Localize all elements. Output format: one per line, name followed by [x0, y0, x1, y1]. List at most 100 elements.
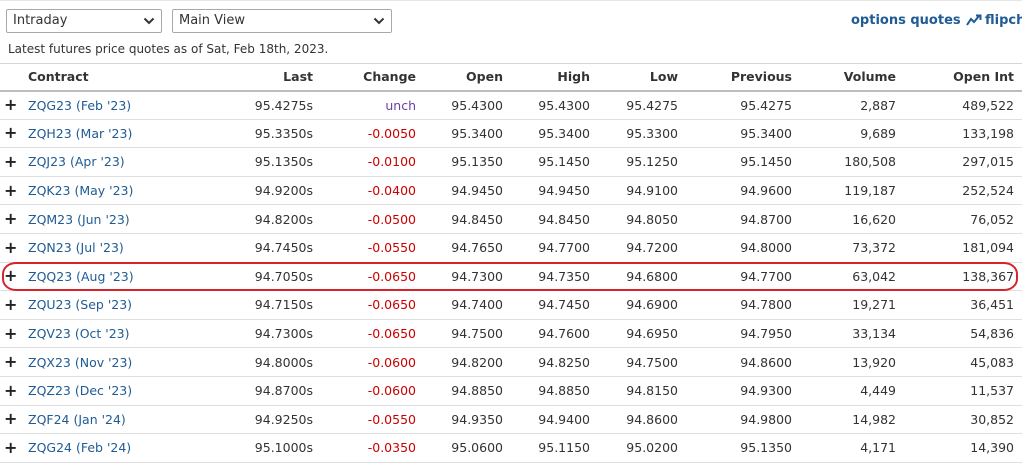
- expand-row-button[interactable]: +: [0, 290, 26, 320]
- cell-previous: 94.7800: [686, 290, 800, 320]
- contract-link[interactable]: ZQN23 (Jul '23): [26, 233, 206, 263]
- cell-open-int: 36,451: [904, 290, 1022, 320]
- cell-last: 94.7450s: [206, 233, 321, 263]
- flipcharts-label: flipch: [985, 13, 1022, 28]
- cell-low: 94.8600: [598, 405, 686, 435]
- table-row: + ZQH23 (Mar '23) 95.3350s -0.0050 95.3400 95…: [0, 119, 1022, 149]
- expand-row-button[interactable]: +: [0, 376, 26, 406]
- cell-volume: 4,449: [800, 376, 904, 406]
- cell-change: -0.0650: [321, 290, 424, 320]
- contract-link[interactable]: ZQM23 (Jun '23): [26, 204, 206, 234]
- cell-open: 95.4300: [424, 90, 511, 120]
- flipcharts-link[interactable]: flipch: [966, 13, 1022, 28]
- cell-volume: 73,372: [800, 233, 904, 263]
- contract-link[interactable]: ZQQ23 (Aug '23): [26, 262, 206, 292]
- cell-previous: 94.7950: [686, 319, 800, 349]
- cell-last: 95.1000s: [206, 433, 321, 463]
- contract-link[interactable]: ZQF24 (Jan '24): [26, 405, 206, 435]
- plus-icon: +: [4, 409, 18, 429]
- cell-open: 94.8200: [424, 347, 511, 377]
- cell-change: -0.0550: [321, 405, 424, 435]
- plus-icon: +: [4, 266, 18, 286]
- cell-high: 94.8250: [511, 347, 598, 377]
- contract-link[interactable]: ZQH23 (Mar '23): [26, 119, 206, 149]
- cell-change: -0.0050: [321, 119, 424, 149]
- expand-row-button[interactable]: +: [0, 147, 26, 177]
- cell-open: 94.7400: [424, 290, 511, 320]
- column-header-open[interactable]: Open: [424, 63, 511, 92]
- column-header-contract[interactable]: Contract: [26, 63, 206, 92]
- cell-open-int: 297,015: [904, 147, 1022, 177]
- cell-high: 95.4300: [511, 90, 598, 120]
- contract-link[interactable]: ZQZ23 (Dec '23): [26, 376, 206, 406]
- cell-last: 95.1350s: [206, 147, 321, 177]
- cell-open: 94.8450: [424, 204, 511, 234]
- cell-low: 95.3300: [598, 119, 686, 149]
- expand-row-button[interactable]: +: [0, 90, 26, 120]
- column-header-open-int[interactable]: Open Int: [904, 63, 1022, 92]
- cell-low: 95.1250: [598, 147, 686, 177]
- plus-icon: +: [4, 95, 18, 115]
- cell-change: -0.0600: [321, 347, 424, 377]
- table-row: + ZQQ23 (Aug '23) 94.7050s -0.0650 94.7300 94…: [0, 262, 1022, 292]
- contract-link[interactable]: ZQG23 (Feb '23): [26, 90, 206, 120]
- column-header-high[interactable]: High: [511, 63, 598, 92]
- cell-change: -0.0400: [321, 176, 424, 206]
- cell-previous: 95.1450: [686, 147, 800, 177]
- cell-high: 94.7450: [511, 290, 598, 320]
- cell-low: 94.6950: [598, 319, 686, 349]
- expand-row-button[interactable]: +: [0, 319, 26, 349]
- contract-link[interactable]: ZQV23 (Oct '23): [26, 319, 206, 349]
- as-of-text: Latest futures price quotes as of Sat, F…: [8, 42, 329, 56]
- chevron-down-icon: [143, 17, 155, 25]
- table-row: + ZQF24 (Jan '24) 94.9250s -0.0550 94.9350 94…: [0, 405, 1022, 435]
- table-row: + ZQV23 (Oct '23) 94.7300s -0.0650 94.7500 94…: [0, 319, 1022, 349]
- cell-previous: 94.7700: [686, 262, 800, 292]
- cell-previous: 95.4275: [686, 90, 800, 120]
- contract-link[interactable]: ZQK23 (May '23): [26, 176, 206, 206]
- expand-row-button[interactable]: +: [0, 119, 26, 149]
- view-select[interactable]: Main View: [172, 9, 392, 33]
- cell-volume: 63,042: [800, 262, 904, 292]
- table-row: + ZQU23 (Sep '23) 94.7150s -0.0650 94.7400 94…: [0, 290, 1022, 320]
- expand-row-button[interactable]: +: [0, 433, 26, 463]
- cell-previous: 95.1350: [686, 433, 800, 463]
- period-select[interactable]: Intraday: [6, 9, 162, 33]
- expand-row-button[interactable]: +: [0, 262, 26, 292]
- plus-icon: +: [4, 437, 18, 457]
- expand-row-button[interactable]: +: [0, 176, 26, 206]
- cell-high: 95.1450: [511, 147, 598, 177]
- column-header-change[interactable]: Change: [321, 63, 424, 92]
- expand-row-button[interactable]: +: [0, 233, 26, 263]
- cell-high: 95.3400: [511, 119, 598, 149]
- table-row: + ZQN23 (Jul '23) 94.7450s -0.0550 94.7650 94…: [0, 233, 1022, 263]
- contract-link[interactable]: ZQU23 (Sep '23): [26, 290, 206, 320]
- cell-low: 94.9100: [598, 176, 686, 206]
- toolbar: Intraday Main View options quotes flipch…: [0, 0, 1022, 63]
- contract-link[interactable]: ZQX23 (Nov '23): [26, 347, 206, 377]
- column-header-last[interactable]: Last: [206, 63, 321, 92]
- expand-row-button[interactable]: +: [0, 204, 26, 234]
- cell-open-int: 252,524: [904, 176, 1022, 206]
- expand-row-button[interactable]: +: [0, 347, 26, 377]
- options-quotes-link[interactable]: options quotes: [851, 13, 961, 28]
- cell-open: 95.1350: [424, 147, 511, 177]
- column-header-previous[interactable]: Previous: [686, 63, 800, 92]
- plus-icon: +: [4, 180, 18, 200]
- contract-link[interactable]: ZQG24 (Feb '24): [26, 433, 206, 463]
- cell-low: 95.0200: [598, 433, 686, 463]
- cell-high: 94.9450: [511, 176, 598, 206]
- table-row: + ZQM23 (Jun '23) 94.8200s -0.0500 94.8450 94…: [0, 204, 1022, 234]
- cell-last: 94.7300s: [206, 319, 321, 349]
- plus-icon: +: [4, 380, 18, 400]
- cell-volume: 19,271: [800, 290, 904, 320]
- column-header-volume[interactable]: Volume: [800, 63, 904, 92]
- contract-link[interactable]: ZQJ23 (Apr '23): [26, 147, 206, 177]
- cell-volume: 9,689: [800, 119, 904, 149]
- expand-row-button[interactable]: +: [0, 405, 26, 435]
- cell-high: 95.1150: [511, 433, 598, 463]
- cell-change: -0.0500: [321, 204, 424, 234]
- cell-change: -0.0650: [321, 319, 424, 349]
- cell-open: 94.8850: [424, 376, 511, 406]
- column-header-low[interactable]: Low: [598, 63, 686, 92]
